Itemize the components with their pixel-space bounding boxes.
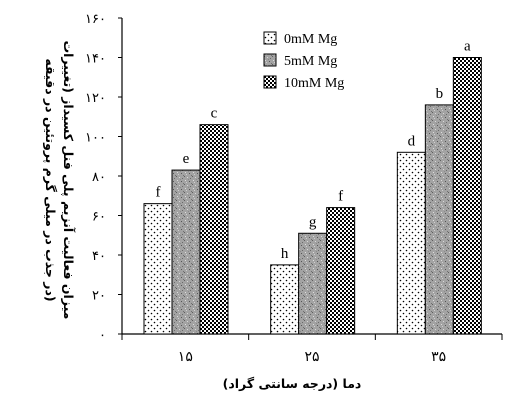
y-tick-label: ۲۰ [92,289,106,304]
bar-data-label: f [156,185,161,201]
y-tick-label: ۰ [99,328,106,343]
bar [171,169,201,335]
legend-label: 0mM Mg [284,32,337,47]
bar [424,104,454,335]
x-axis-title: دما (درجه سانتی گراد) [223,376,362,391]
bar [199,124,229,335]
y-tick-label: ۴۰ [92,249,106,264]
bar [298,232,328,335]
y-tick-label: ۸۰ [92,170,106,185]
bar-data-label: c [211,106,218,122]
bar-data-label: h [281,246,289,262]
plot-area: ۰ ۲۰ ۴۰ ۶۰ ۸۰ ۱۰۰ ۱۲۰ ۱۴۰ ۱۶۰ f e c ۱۵ h g f ۲۵ d b a ۳۵ [85,12,503,365]
legend-swatch [263,75,277,89]
y-tick-label: ۱۶۰ [85,12,106,27]
bar-data-label: a [464,39,471,55]
legend-swatch [263,31,277,45]
bar-data-label: g [309,214,317,230]
legend: 0mM Mg 5mM Mg 10mM Mg [263,31,344,91]
y-axis-title: میزان فعالیت آنزیم پلی فنل کسیداز (تغییر… [42,41,76,320]
legend-swatch [263,53,277,67]
bar [270,264,300,335]
y-tick-label: ۱۰۰ [85,131,106,146]
y-tick-label: ۱۲۰ [85,91,106,106]
bar-data-label: f [338,189,343,205]
y-axis-title-line-2: در جذب در میلی گرم پروتئین در دقیقه) [42,58,58,301]
x-tick-label: ۳۵ [431,349,446,365]
bar-data-label: b [436,86,444,102]
legend-label: 10mM Mg [284,76,344,91]
bar [396,151,426,335]
y-tick-label: ۱۴۰ [85,52,106,67]
bar-data-label: d [408,133,416,149]
x-tick-label: ۲۵ [304,349,319,365]
bar [452,57,482,335]
legend-label: 5mM Mg [284,54,337,69]
x-tick-label: ۱۵ [178,349,193,365]
bar [143,203,173,335]
y-tick-label: ۶۰ [92,210,106,225]
bar [326,207,356,335]
y-axis-title-line-1: میزان فعالیت آنزیم پلی فنل کسیداز (تغییر… [61,41,76,320]
bar-data-label: e [183,151,190,167]
